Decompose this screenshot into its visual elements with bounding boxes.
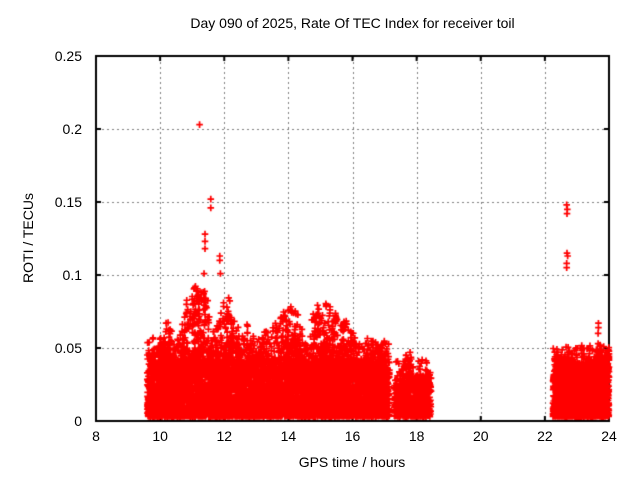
chart-title: Day 090 of 2025, Rate Of TEC Index for r… [190,15,515,31]
y-tick-label-0.15: 0.15 [54,194,82,210]
x-tick-label-14: 14 [280,428,297,444]
y-tick-label-0.25: 0.25 [54,48,82,64]
x-tick-label-24: 24 [601,428,617,444]
y-axis-label: ROTI / TECUs [20,193,36,283]
x-tick-label-12: 12 [216,428,233,444]
y-tick-label-0.2: 0.2 [62,121,82,137]
y-tick-label-0.05: 0.05 [54,340,82,356]
x-tick-label-16: 16 [344,428,361,444]
x-tick-label-22: 22 [537,428,553,444]
x-axis-label: GPS time / hours [298,454,406,470]
x-tick-label-8: 8 [92,428,100,444]
x-tick-label-20: 20 [472,428,489,444]
y-tick-label-0: 0 [74,413,82,429]
y-tick-label-0.1: 0.1 [62,267,82,283]
x-tick-label-10: 10 [152,428,168,444]
x-tick-label-18: 18 [408,428,425,444]
